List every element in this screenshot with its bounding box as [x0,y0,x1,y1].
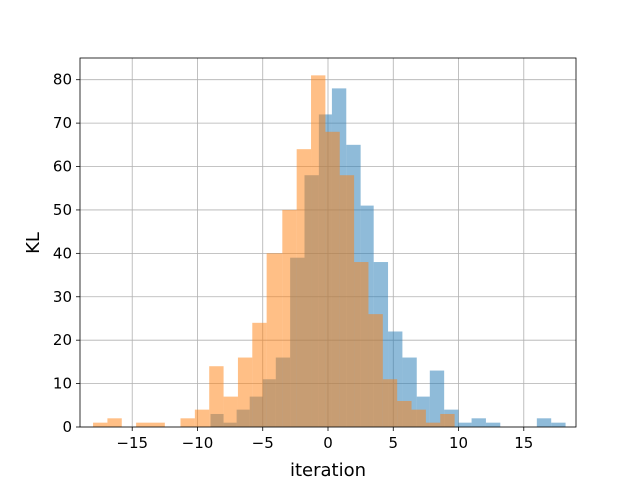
y-tick-label: 0 [62,418,72,436]
histogram-bar-series-2 [397,400,412,427]
y-tick-label: 40 [53,244,72,262]
histogram-bar-series-2 [425,422,441,427]
histogram-bar-series-2 [354,262,369,427]
histogram-bar-series-2 [194,409,210,427]
histogram-bar-series-2 [339,175,355,427]
histogram-bar-series-2 [252,322,267,427]
x-tick-label: 5 [388,434,398,452]
y-tick-label: 20 [53,331,72,349]
y-tick-label: 30 [53,288,72,306]
x-axis-label: iteration [290,460,366,480]
histogram-bar-series-2 [237,357,253,427]
x-tick-label: −10 [182,434,214,452]
histogram-bar-series-2 [180,418,195,427]
histogram-bar-series-1 [536,418,552,427]
histogram-bar-series-2 [382,379,398,427]
x-tick-label: 10 [449,434,468,452]
histogram-bar-series-2 [223,396,238,427]
y-tick-label: 70 [53,114,72,132]
histogram-bar-series-2 [150,422,165,427]
histogram-bar-series-2 [107,418,122,427]
histogram-bar-series-2 [325,131,340,428]
histogram-bar-series-2 [282,209,297,427]
y-tick-label: 50 [53,201,72,219]
histogram-bars [93,75,566,428]
histogram-bar-series-2 [296,149,312,427]
y-tick-label: 80 [53,71,72,89]
histogram-bar-series-2 [311,75,326,427]
y-axis-ticks: 0 10 20 30 40 50 60 70 80 [53,71,80,436]
histogram-bar-series-2 [411,409,426,427]
y-tick-label: 10 [53,375,72,393]
histogram-bar-series-1 [485,422,501,427]
histogram-bar-series-1 [429,370,445,427]
histogram-bar-series-2 [93,422,108,427]
histogram-bar-series-1 [551,422,566,427]
x-tick-label: 15 [514,434,533,452]
histogram-bar-series-2 [368,314,383,427]
histogram-bar-series-2 [266,253,283,427]
x-tick-label: −15 [116,434,148,452]
histogram-bar-series-2 [209,366,224,427]
y-axis-label: KL [23,232,44,254]
y-tick-label: 60 [53,158,72,176]
x-tick-label: 0 [323,434,333,452]
histogram-bar-series-2 [136,422,151,427]
x-tick-label: −5 [252,434,274,452]
histogram-bar-series-2 [440,413,455,427]
histogram-bar-series-1 [458,422,472,427]
x-axis-ticks: −15 −10 −5 0 5 10 15 [116,427,533,452]
histogram-bar-series-1 [471,418,486,427]
